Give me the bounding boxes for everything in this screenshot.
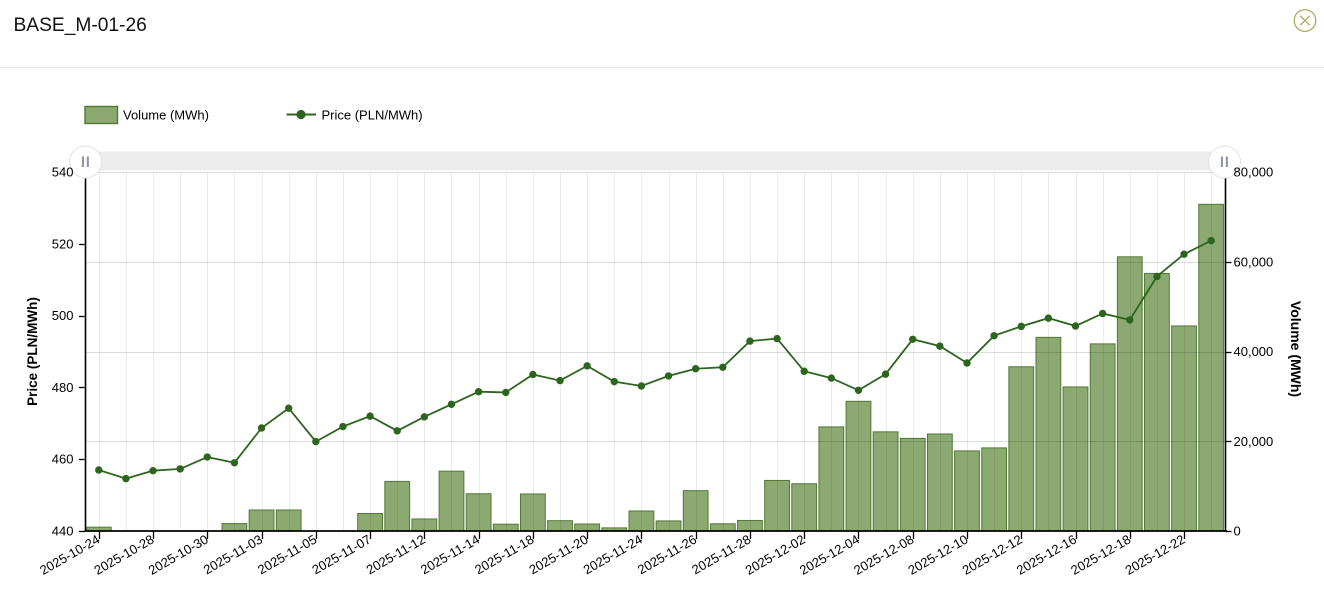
svg-text:40,000: 40,000 <box>1234 344 1274 359</box>
svg-text:Volume (MWh): Volume (MWh) <box>1288 301 1304 397</box>
svg-text:500: 500 <box>52 308 74 323</box>
svg-text:BASE_M-01-26: BASE_M-01-26 <box>14 15 147 36</box>
svg-text:Price (PLN/MWh): Price (PLN/MWh) <box>25 297 40 406</box>
svg-text:60,000: 60,000 <box>1234 254 1274 269</box>
svg-text:20,000: 20,000 <box>1234 434 1274 449</box>
svg-text:540: 540 <box>52 165 74 180</box>
svg-text:Volume (MWh): Volume (MWh) <box>123 108 209 123</box>
svg-text:440: 440 <box>52 524 74 539</box>
svg-text:480: 480 <box>52 380 74 395</box>
svg-text:460: 460 <box>52 452 74 467</box>
svg-text:0: 0 <box>1234 524 1241 539</box>
svg-text:Price (PLN/MWh): Price (PLN/MWh) <box>322 108 423 123</box>
svg-text:520: 520 <box>52 236 74 251</box>
svg-text:80,000: 80,000 <box>1234 165 1274 180</box>
